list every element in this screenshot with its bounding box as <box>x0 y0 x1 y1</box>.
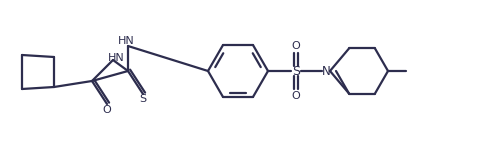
Text: S: S <box>139 94 147 104</box>
Text: HN: HN <box>118 36 134 46</box>
Text: O: O <box>292 91 301 101</box>
Text: N: N <box>322 65 330 77</box>
Text: S: S <box>292 65 300 77</box>
Text: O: O <box>292 41 301 51</box>
Text: O: O <box>103 105 111 115</box>
Text: HN: HN <box>108 53 124 63</box>
